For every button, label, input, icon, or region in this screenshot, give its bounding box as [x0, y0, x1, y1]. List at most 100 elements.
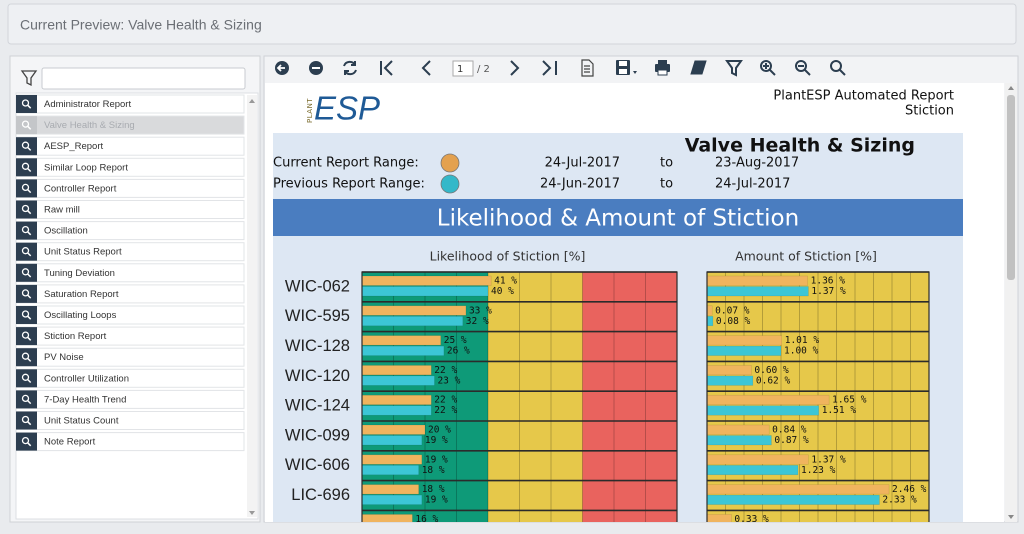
list-item[interactable]: Similar Loop Report — [15, 157, 245, 177]
list-item-label[interactable]: Controller Utilization — [44, 373, 129, 384]
bar-label: 16 % — [415, 514, 438, 525]
list-item-icon[interactable] — [16, 432, 37, 451]
back-button[interactable] — [309, 61, 323, 75]
list-item[interactable]: Stiction Report — [15, 326, 245, 346]
bar-label: 32 % — [466, 316, 489, 327]
list-item[interactable]: Valve Health & Sizing — [15, 115, 245, 135]
list-item-label[interactable]: Valve Health & Sizing — [44, 120, 135, 131]
report-header-line: PlantESP Automated Report — [773, 89, 954, 104]
list-item-icon[interactable] — [16, 221, 37, 240]
list-item-icon[interactable] — [16, 390, 37, 409]
export-button[interactable] — [581, 59, 594, 77]
list-item-icon[interactable] — [16, 306, 37, 324]
list-item-icon[interactable] — [16, 242, 37, 261]
list-item-glyph — [27, 315, 32, 320]
list-item-label[interactable]: Oscillating Loops — [44, 310, 117, 321]
list-item-glyph — [21, 352, 30, 360]
list-item-icon[interactable] — [16, 116, 37, 135]
list-item-icon[interactable] — [16, 179, 37, 198]
bar — [706, 494, 880, 505]
first-page-button[interactable] — [380, 60, 393, 76]
list-item-label[interactable]: Controller Report — [44, 183, 117, 194]
range-swatch — [440, 174, 460, 194]
list-item-label[interactable]: Similar Loop Report — [44, 162, 128, 173]
refresh-button[interactable] — [343, 60, 357, 76]
list-item-label[interactable]: Unit Status Count — [44, 416, 119, 427]
list-item[interactable]: Saturation Report — [15, 284, 245, 304]
last-page-button[interactable] — [542, 60, 557, 76]
list-item-icon[interactable] — [16, 327, 37, 346]
bar — [361, 484, 419, 495]
list-item-icon[interactable] — [16, 95, 37, 113]
filter-icon[interactable] — [20, 70, 38, 87]
list-item-icon[interactable] — [16, 284, 37, 303]
list-item-icon[interactable] — [16, 348, 37, 367]
list-item-icon[interactable] — [16, 137, 37, 156]
list-item-label[interactable]: Saturation Report — [44, 289, 119, 300]
list-item-label[interactable]: Administrator Report — [44, 99, 131, 110]
bar-label: 1.51 % — [822, 405, 857, 416]
list-item-label[interactable]: Note Report — [44, 437, 96, 448]
list-item[interactable]: AESP_Report — [15, 136, 245, 156]
list-scrollbar[interactable] — [247, 95, 257, 517]
list-item-glyph — [27, 210, 32, 215]
report-content: PLANT ESP PlantESP Automated Report Stic… — [273, 89, 963, 525]
bar-label: 0.33 % — [734, 514, 769, 525]
list-item-label[interactable]: AESP_Report — [44, 141, 104, 152]
list-item[interactable]: Note Report — [15, 432, 245, 452]
category-label: LIC-696 — [291, 486, 350, 504]
list-item-glyph — [27, 357, 32, 362]
zoom-out-button[interactable] — [795, 60, 811, 76]
bar — [706, 405, 819, 416]
list-item[interactable]: 7-Day Health Trend — [15, 389, 245, 409]
zoom-in-button[interactable] — [760, 60, 776, 76]
list-item-glyph — [21, 373, 30, 381]
list-item-label[interactable]: PV Noise — [44, 352, 84, 363]
list-item-label[interactable]: Oscillation — [44, 226, 88, 237]
list-item[interactable]: PV Noise — [15, 347, 245, 367]
section-title: Likelihood & Amount of Stiction — [437, 206, 799, 232]
list-item-glyph — [27, 378, 32, 384]
list-item[interactable]: Oscillation — [15, 221, 245, 241]
list-item[interactable]: Controller Utilization — [15, 368, 245, 388]
bar — [706, 275, 808, 286]
prev-page-button[interactable] — [421, 60, 431, 76]
list-item-label[interactable]: Raw mill — [44, 205, 80, 216]
page-input[interactable] — [452, 60, 474, 77]
list-item-label[interactable]: 7-Day Health Trend — [44, 394, 126, 405]
filter-button[interactable] — [725, 60, 743, 77]
list-item[interactable]: Unit Status Report — [15, 242, 245, 262]
list-item-label[interactable]: Unit Status Report — [44, 247, 122, 258]
layout-button[interactable] — [690, 60, 707, 75]
list-item-label[interactable]: Stiction Report — [44, 331, 107, 342]
list-item[interactable]: Raw mill — [15, 200, 245, 219]
bar-label: 0.08 % — [716, 316, 751, 327]
scroll-thumb[interactable] — [1007, 95, 1015, 280]
list-item-icon[interactable] — [16, 200, 37, 219]
list-item[interactable]: Administrator Report — [15, 94, 245, 114]
save-button[interactable] — [616, 60, 637, 75]
search-input[interactable] — [41, 67, 246, 90]
search-button[interactable] — [830, 60, 846, 76]
list-item[interactable]: Tuning Deviation — [15, 263, 245, 283]
bar — [706, 335, 782, 346]
bar — [706, 454, 809, 465]
bar — [706, 286, 809, 297]
next-page-button[interactable] — [510, 60, 520, 76]
header-bar — [7, 3, 1017, 45]
first-button[interactable] — [275, 61, 289, 75]
list-item-icon[interactable] — [16, 411, 37, 430]
list-item-label[interactable]: Tuning Deviation — [44, 268, 115, 279]
list-item-icon[interactable] — [16, 158, 37, 177]
list-item[interactable]: Oscillating Loops — [15, 305, 245, 325]
bar — [361, 405, 432, 416]
list-item[interactable]: Unit Status Count — [15, 411, 245, 430]
list-item-icon[interactable] — [16, 369, 37, 388]
list-item-icon[interactable] — [16, 263, 37, 282]
bar-label: 41 % — [494, 276, 517, 287]
list-item[interactable]: Controller Report — [15, 178, 245, 198]
range-start: 24-Jun-2017 — [540, 177, 620, 192]
bar-label: 0.07 % — [715, 305, 750, 316]
range-to: to — [660, 177, 673, 192]
print-button[interactable] — [655, 60, 670, 76]
